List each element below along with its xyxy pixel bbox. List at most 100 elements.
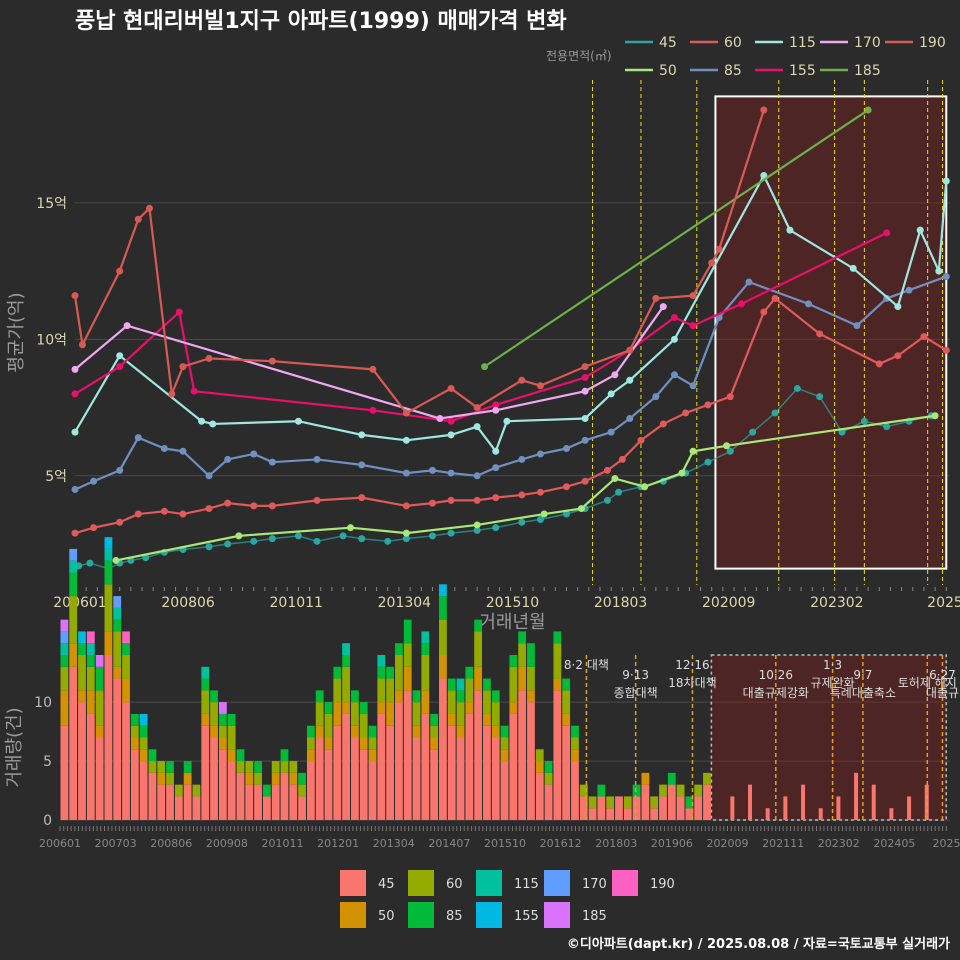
volume-bar-85 [597, 784, 606, 797]
volume-bar-50 [465, 702, 474, 714]
volume-bar-60 [86, 666, 95, 691]
volume-bar-50 [183, 772, 192, 785]
volume-bar-45 [412, 737, 421, 820]
highlight-box [714, 95, 948, 570]
data-point-85 [607, 428, 615, 436]
volume-bar-50 [113, 666, 122, 679]
data-point-155 [175, 308, 183, 316]
volume-bar-85 [324, 702, 333, 714]
volume-bar-60 [386, 678, 395, 703]
volume-bar-50 [509, 702, 518, 714]
volume-bar-50 [571, 749, 579, 762]
volume-bar-85 [280, 749, 289, 762]
data-point-45 [313, 537, 321, 545]
data-point-85 [358, 461, 366, 469]
volume-bar-60 [368, 737, 377, 750]
volume-bar-60 [271, 761, 280, 773]
data-point-60 [562, 483, 570, 491]
data-point-115 [607, 390, 615, 398]
legend-swatch-60 [408, 870, 434, 896]
data-point-50 [723, 442, 731, 450]
data-point-60 [875, 360, 883, 368]
volume-bar-85 [315, 690, 324, 703]
volume-legend: 45 60 115 170 190 50 85 155 185 [340, 870, 675, 928]
data-point-115 [294, 417, 302, 425]
volume-bar-45 [730, 796, 735, 820]
volume-bar-115 [69, 560, 78, 573]
x-tick-label: 200806 [150, 837, 192, 850]
volume-bar-85 [227, 713, 236, 726]
volume-bar-45 [694, 796, 703, 820]
volume-bar-60 [588, 796, 597, 809]
volume-bar-45 [456, 737, 465, 820]
volume-bar-50 [342, 702, 350, 714]
data-point-190 [715, 245, 723, 253]
volume-bar-60 [157, 761, 166, 773]
volume-bar-60 [227, 725, 236, 750]
volume-bar-60 [280, 761, 289, 773]
data-point-50 [577, 505, 585, 513]
volume-bar-50 [403, 666, 412, 691]
data-point-50 [473, 521, 481, 529]
volume-bar-45 [659, 796, 667, 820]
volume-bar-60 [491, 702, 500, 726]
data-point-85 [224, 455, 232, 463]
data-point-155 [369, 406, 377, 414]
volume-bar-85 [509, 655, 518, 667]
data-point-60 [313, 496, 321, 504]
volume-bar-45 [641, 784, 650, 820]
volume-bar-85 [518, 631, 527, 644]
data-point-45 [603, 496, 611, 504]
legend-label-190: 190 [919, 35, 946, 51]
volume-bar-85 [166, 761, 174, 773]
legend-label-85: 85 [724, 63, 742, 79]
x-tick-label: 201201 [317, 837, 359, 850]
volume-bar-45 [676, 796, 685, 820]
volume-bar-45 [421, 713, 430, 820]
volume-bar-60 [78, 655, 86, 691]
volume-bar-45 [606, 808, 615, 820]
volume-bar-45 [597, 796, 606, 820]
volume-bar-85 [359, 702, 368, 714]
data-point-60 [250, 502, 258, 510]
data-point-155 [737, 300, 745, 308]
data-point-115 [626, 376, 634, 384]
volume-bar-185 [218, 702, 227, 714]
volume-bar-85 [342, 655, 350, 667]
data-point-60 [618, 455, 626, 463]
volume-bar-45 [236, 772, 245, 820]
data-point-85 [473, 472, 481, 480]
volume-bar-45 [254, 784, 262, 820]
data-point-115 [402, 436, 410, 444]
data-point-45 [536, 515, 544, 523]
data-point-190 [581, 363, 589, 371]
volume-bar-45 [298, 796, 306, 820]
volume-bar-45 [130, 749, 139, 820]
volume-bar-60 [359, 713, 368, 738]
data-point-85 [134, 434, 142, 442]
data-point-50 [112, 556, 120, 564]
y-tick-label: 15억 [36, 196, 67, 212]
data-point-45 [749, 428, 757, 436]
x-tick-label: 2025 [927, 595, 960, 611]
volume-bar-85 [386, 666, 395, 679]
data-point-85 [205, 472, 213, 480]
volume-bar-60 [148, 761, 157, 773]
volume-bar-45 [122, 702, 130, 820]
legend-swatch-115 [476, 870, 502, 896]
data-point-85 [90, 477, 98, 485]
volume-bar-50 [439, 655, 447, 679]
data-point-155 [71, 390, 79, 398]
data-point-45 [704, 458, 712, 466]
data-point-85 [853, 322, 861, 330]
volume-bar-60 [535, 749, 544, 762]
volume-bar-45 [157, 784, 166, 820]
volume-bar-85 [306, 725, 315, 738]
data-point-115 [849, 264, 857, 272]
volume-bar-45 [350, 737, 359, 820]
volume-bar-170 [69, 548, 78, 561]
y-tick-label: 5 [43, 754, 52, 770]
volume-bar-60 [350, 702, 359, 726]
legend-swatch-190 [612, 870, 638, 896]
volume-bar-85 [571, 725, 579, 738]
